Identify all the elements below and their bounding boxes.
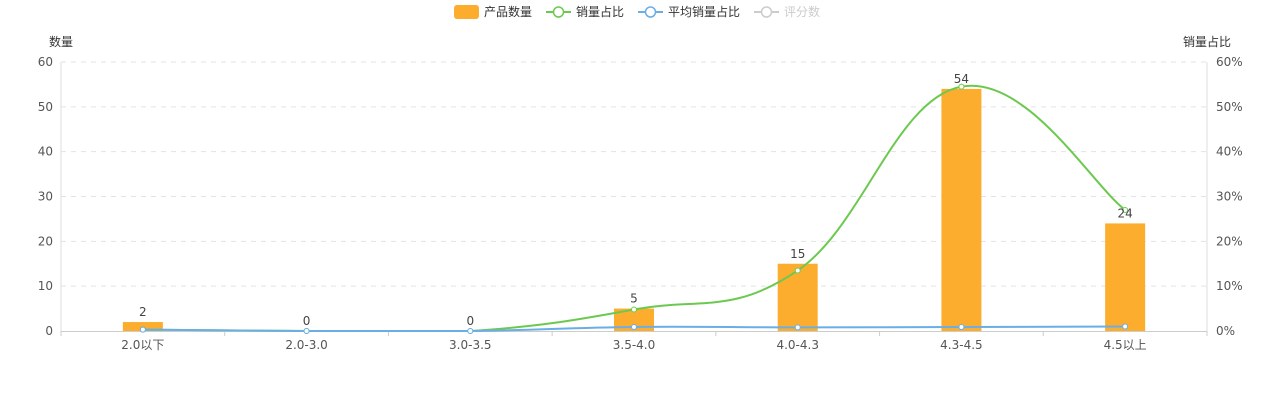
x-tick-label: 4.0-4.3 [776, 338, 819, 352]
y-right-tick-label: 10% [1216, 279, 1243, 293]
y-left-tick-label: 50 [38, 100, 53, 114]
bar[interactable] [614, 308, 654, 331]
bar-layer [122, 88, 1146, 332]
legend-marker [644, 6, 657, 18]
line-point[interactable] [1122, 206, 1129, 213]
y-left-axis-label: 数量 [49, 34, 73, 49]
bar[interactable] [122, 322, 163, 331]
bar[interactable] [1105, 223, 1146, 331]
y-left-tick-label: 60 [38, 55, 53, 69]
legend: 产品数量 销量占比 平均销量占比 评分数 [454, 4, 820, 19]
line-point[interactable] [794, 267, 801, 274]
line-point[interactable] [631, 306, 637, 313]
bar[interactable] [777, 263, 818, 331]
legend-label: 产品数量 [484, 4, 532, 19]
line-point[interactable] [958, 83, 965, 90]
legend-bar-swatch [454, 5, 479, 19]
legend-marker [552, 6, 565, 18]
legend-item[interactable]: 平均销量占比 [638, 4, 740, 19]
line-layer [139, 83, 1129, 334]
legend-item[interactable]: 评分数 [754, 4, 820, 19]
x-tick-label: 3.0-3.5 [449, 338, 492, 352]
bar-value-label: 54 [954, 72, 969, 86]
legend-item[interactable]: 销量占比 [546, 4, 624, 19]
line-point[interactable] [794, 324, 801, 331]
y-left-tick-label: 20 [38, 234, 53, 248]
x-tick-label: 4.3-4.5 [940, 338, 983, 352]
legend-label: 评分数 [784, 4, 820, 19]
line-point[interactable] [303, 328, 310, 334]
y-left-tick-label: 30 [38, 190, 53, 204]
label-layer: 2 0 0 5 15 54 24 [139, 72, 1133, 328]
y-right-tick-label: 0% [1216, 324, 1235, 338]
line-point[interactable] [958, 323, 965, 330]
x-tick-label: 2.0以下 [121, 338, 164, 352]
line-point[interactable] [139, 326, 146, 333]
y-right-tick-label: 30% [1216, 190, 1243, 204]
bar-value-label: 2 [139, 305, 147, 319]
x-tick-label: 2.0-3.0 [285, 338, 328, 352]
legend-marker [760, 6, 773, 18]
bar-value-label: 15 [790, 247, 805, 261]
bar-value-label: 5 [630, 292, 638, 306]
bar-value-label: 0 [303, 314, 311, 328]
legend-label: 平均销量占比 [668, 4, 740, 19]
y-right-tick-label: 20% [1216, 234, 1243, 248]
legend-label: 销量占比 [576, 4, 624, 19]
legend-item[interactable]: 产品数量 [454, 4, 532, 19]
y-right-tick-label: 40% [1216, 145, 1243, 159]
x-tick-label: 4.5以上 [1104, 338, 1147, 352]
y-left-tick-label: 10 [38, 279, 53, 293]
y-right-tick-label: 60% [1216, 55, 1243, 69]
y-left-tick-label: 40 [38, 145, 53, 159]
x-tick-label: 3.5-4.0 [613, 338, 656, 352]
bar-value-label: 24 [1118, 206, 1133, 220]
line-point[interactable] [1122, 323, 1129, 330]
line-point[interactable] [467, 328, 474, 334]
y-right-tick-label: 50% [1216, 100, 1243, 114]
y-left-tick-label: 0 [45, 324, 53, 338]
bar-value-label: 0 [466, 314, 474, 328]
bar[interactable] [941, 88, 982, 332]
y-right-axis-label: 销量占比 [1183, 34, 1231, 49]
line-point[interactable] [631, 323, 637, 330]
grid-layer [61, 61, 1207, 287]
